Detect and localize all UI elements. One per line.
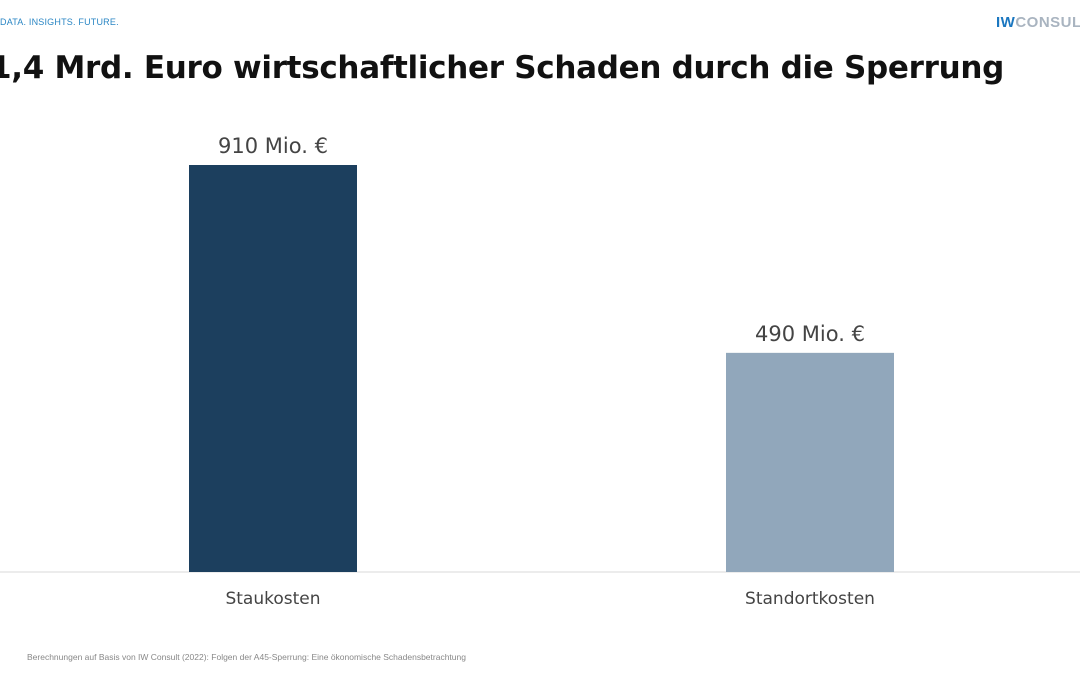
bar-staukosten: [189, 165, 357, 572]
logo-iw: IW: [996, 14, 1016, 31]
source-note: Berechnungen auf Basis von IW Consult (2…: [27, 652, 466, 662]
data-label: 910 Mio. €: [218, 134, 328, 158]
iw-consult-logo: IWCONSULT: [996, 14, 1080, 31]
bar-standortkosten: [726, 352, 894, 572]
tagline: DATA. INSIGHTS. FUTURE.: [0, 17, 119, 27]
chart-title: 1,4 Mrd. Euro wirtschaftlicher Schaden d…: [0, 50, 1005, 86]
category-label: Standortkosten: [745, 589, 875, 609]
category-label: Staukosten: [225, 589, 320, 609]
data-label: 490 Mio. €: [755, 322, 865, 346]
logo-consult: CONSULT: [1015, 14, 1080, 31]
